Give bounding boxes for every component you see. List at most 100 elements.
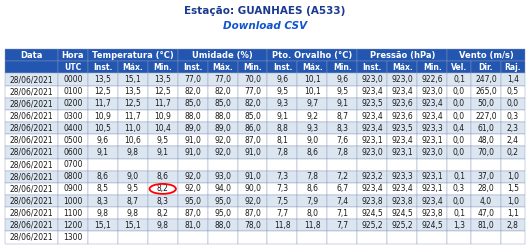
Text: 923,1: 923,1 (391, 148, 413, 157)
Text: 9,2: 9,2 (306, 111, 319, 121)
Text: 923,4: 923,4 (391, 136, 413, 145)
Text: 85,0: 85,0 (214, 99, 231, 108)
Text: 28/06/2021: 28/06/2021 (10, 136, 54, 145)
Text: 8,3: 8,3 (97, 197, 109, 205)
Text: 265,0: 265,0 (475, 87, 497, 96)
Text: 77,0: 77,0 (244, 87, 261, 96)
Text: 923,5: 923,5 (391, 124, 413, 133)
Text: 92,0: 92,0 (214, 136, 231, 145)
Text: 1200: 1200 (63, 221, 83, 230)
Text: 92,0: 92,0 (184, 172, 201, 181)
Text: Dir.: Dir. (479, 63, 493, 72)
Text: 2,4: 2,4 (507, 136, 519, 145)
Text: 70,0: 70,0 (478, 148, 494, 157)
Text: 92,0: 92,0 (184, 184, 201, 193)
Text: 28/06/2021: 28/06/2021 (10, 233, 54, 242)
Text: 923,4: 923,4 (361, 124, 383, 133)
Text: 923,4: 923,4 (361, 87, 383, 96)
Text: 923,8: 923,8 (421, 209, 443, 218)
Text: 9,7: 9,7 (306, 99, 319, 108)
Text: 78,0: 78,0 (244, 221, 261, 230)
Text: 92,0: 92,0 (244, 197, 261, 205)
Text: 8,0: 8,0 (306, 209, 319, 218)
Text: 12,5: 12,5 (125, 99, 141, 108)
Text: 28/06/2021: 28/06/2021 (10, 209, 54, 218)
Text: 15,1: 15,1 (125, 75, 141, 84)
Text: 923,2: 923,2 (361, 172, 383, 181)
Text: 0600: 0600 (63, 148, 83, 157)
Text: 9,8: 9,8 (157, 221, 169, 230)
Text: 923,4: 923,4 (361, 184, 383, 193)
Text: 8,6: 8,6 (97, 172, 109, 181)
Text: 77,0: 77,0 (214, 75, 231, 84)
Text: 7,4: 7,4 (336, 197, 348, 205)
Text: 87,0: 87,0 (244, 136, 261, 145)
Text: 8,2: 8,2 (157, 184, 169, 193)
Text: 86,0: 86,0 (244, 124, 261, 133)
Text: 923,6: 923,6 (391, 99, 413, 108)
Text: 923,0: 923,0 (361, 75, 383, 84)
Text: 89,0: 89,0 (214, 124, 231, 133)
Text: 923,0: 923,0 (361, 148, 383, 157)
Text: 924,5: 924,5 (421, 221, 443, 230)
Text: 1,0: 1,0 (507, 172, 519, 181)
Text: 91,0: 91,0 (184, 136, 201, 145)
Text: 9,3: 9,3 (306, 124, 319, 133)
Text: 923,8: 923,8 (361, 197, 383, 205)
Text: 10,5: 10,5 (94, 124, 111, 133)
Text: Máx.: Máx. (122, 63, 143, 72)
Text: Inst.: Inst. (93, 63, 112, 72)
Text: 8,7: 8,7 (127, 197, 139, 205)
Text: 8,3: 8,3 (337, 124, 348, 133)
Text: 8,7: 8,7 (337, 111, 348, 121)
Text: 9,5: 9,5 (157, 136, 169, 145)
Text: 8,1: 8,1 (277, 136, 288, 145)
Text: 8,8: 8,8 (277, 124, 288, 133)
Text: 9,5: 9,5 (277, 87, 288, 96)
Text: 7,1: 7,1 (337, 209, 348, 218)
Text: 12,5: 12,5 (154, 87, 171, 96)
Text: 924,5: 924,5 (361, 209, 383, 218)
Text: 924,5: 924,5 (391, 209, 413, 218)
Text: 1100: 1100 (63, 209, 83, 218)
Text: 82,0: 82,0 (184, 87, 201, 96)
Text: UTC: UTC (64, 63, 82, 72)
Text: 1300: 1300 (63, 233, 83, 242)
Text: 923,4: 923,4 (391, 87, 413, 96)
Text: 1,0: 1,0 (507, 197, 519, 205)
Text: 9,1: 9,1 (277, 111, 288, 121)
Text: 11,7: 11,7 (94, 99, 111, 108)
Text: 10,1: 10,1 (304, 75, 321, 84)
Text: 923,4: 923,4 (421, 111, 443, 121)
Text: 7,7: 7,7 (277, 209, 288, 218)
Text: 923,1: 923,1 (421, 136, 443, 145)
Text: 0800: 0800 (63, 172, 83, 181)
Text: 88,0: 88,0 (214, 111, 231, 121)
Text: 10,4: 10,4 (154, 124, 171, 133)
Text: 247,0: 247,0 (475, 75, 497, 84)
Text: Pressão (hPa): Pressão (hPa) (369, 51, 435, 60)
Text: Vel.: Vel. (451, 63, 467, 72)
Text: 81,0: 81,0 (478, 221, 494, 230)
Text: 81,0: 81,0 (184, 221, 201, 230)
Text: 923,3: 923,3 (421, 124, 443, 133)
Text: 0,4: 0,4 (453, 124, 465, 133)
Text: 82,0: 82,0 (244, 99, 261, 108)
Text: 2,8: 2,8 (507, 221, 519, 230)
Text: 50,0: 50,0 (478, 99, 494, 108)
Text: 8,3: 8,3 (157, 197, 169, 205)
Text: 10,6: 10,6 (125, 136, 141, 145)
Text: 7,6: 7,6 (336, 136, 348, 145)
Text: 9,5: 9,5 (336, 87, 348, 96)
Text: 923,4: 923,4 (391, 184, 413, 193)
Text: 28/06/2021: 28/06/2021 (10, 111, 54, 121)
Text: Máx.: Máx. (302, 63, 323, 72)
Text: Min.: Min. (333, 63, 352, 72)
Text: 6,7: 6,7 (336, 184, 348, 193)
Text: 923,8: 923,8 (391, 197, 413, 205)
Text: 7,8: 7,8 (337, 148, 348, 157)
Text: 94,0: 94,0 (214, 184, 231, 193)
Text: 923,4: 923,4 (421, 99, 443, 108)
Text: 61,0: 61,0 (478, 124, 494, 133)
Text: Min.: Min. (153, 63, 172, 72)
